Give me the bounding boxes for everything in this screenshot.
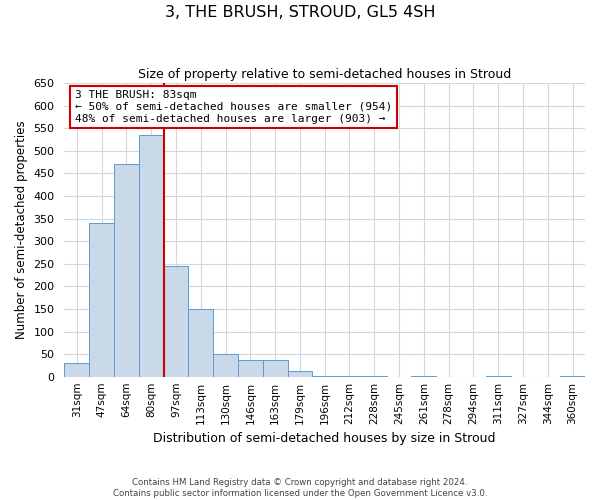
Text: Contains HM Land Registry data © Crown copyright and database right 2024.
Contai: Contains HM Land Registry data © Crown c…	[113, 478, 487, 498]
Bar	[238, 360, 263, 376]
Bar	[263, 360, 287, 376]
Bar	[89, 223, 114, 376]
Bar	[164, 266, 188, 376]
Bar	[64, 363, 89, 376]
Bar	[188, 309, 213, 376]
Text: 3 THE BRUSH: 83sqm
← 50% of semi-detached houses are smaller (954)
48% of semi-d: 3 THE BRUSH: 83sqm ← 50% of semi-detache…	[75, 90, 392, 124]
Bar	[213, 354, 238, 376]
Bar	[114, 164, 139, 376]
Bar	[139, 135, 164, 376]
Y-axis label: Number of semi-detached properties: Number of semi-detached properties	[15, 120, 28, 339]
Title: Size of property relative to semi-detached houses in Stroud: Size of property relative to semi-detach…	[138, 68, 511, 80]
Text: 3, THE BRUSH, STROUD, GL5 4SH: 3, THE BRUSH, STROUD, GL5 4SH	[165, 5, 435, 20]
Bar	[287, 372, 313, 376]
X-axis label: Distribution of semi-detached houses by size in Stroud: Distribution of semi-detached houses by …	[154, 432, 496, 445]
